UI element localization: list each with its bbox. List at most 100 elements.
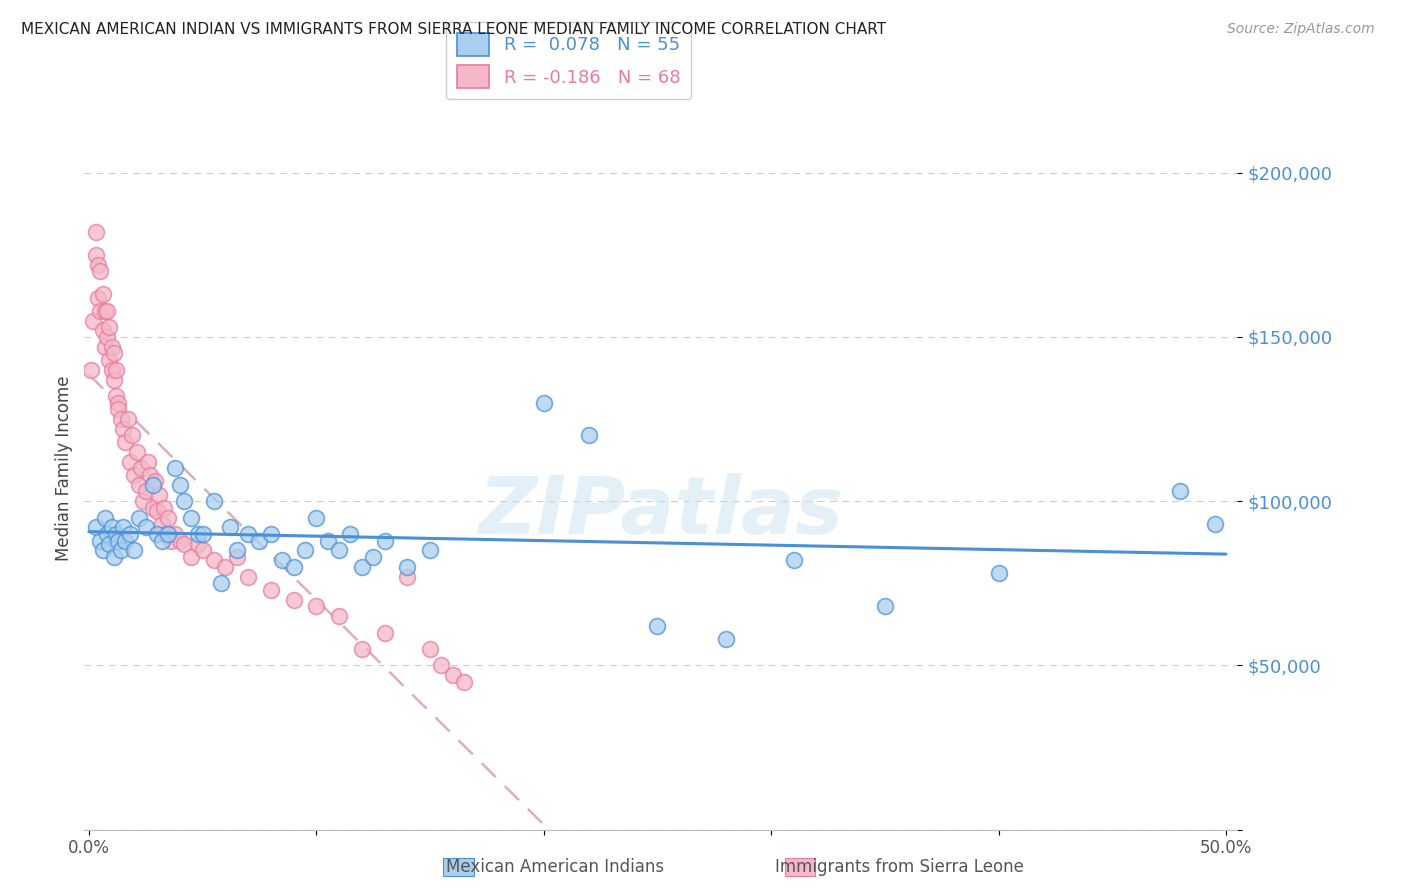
Legend: R =  0.078   N = 55, R = -0.186   N = 68: R = 0.078 N = 55, R = -0.186 N = 68: [446, 22, 692, 99]
Point: [110, 543, 132, 558]
Point: [87, 258, 110, 272]
Text: Source: ZipAtlas.com: Source: ZipAtlas.com: [1227, 22, 1375, 37]
Point: [128, 477, 150, 491]
Point: [103, 346, 125, 360]
Point: [128, 510, 150, 524]
Point: [647, 619, 669, 633]
Point: [187, 537, 209, 551]
Point: [219, 520, 242, 534]
Point: [419, 543, 441, 558]
Point: [187, 527, 209, 541]
Point: [361, 549, 384, 564]
Point: [105, 527, 128, 541]
Point: [91, 323, 114, 337]
Point: [165, 527, 187, 541]
Point: [84, 248, 107, 262]
Point: [157, 510, 180, 524]
Point: [214, 559, 236, 574]
Point: [94, 510, 117, 524]
Point: [396, 570, 419, 584]
Point: [105, 363, 128, 377]
Point: [117, 412, 139, 426]
Point: [125, 445, 148, 459]
Point: [118, 527, 141, 541]
Point: [173, 494, 195, 508]
Point: [441, 668, 464, 682]
Point: [165, 461, 187, 475]
Point: [419, 642, 441, 657]
Point: [159, 533, 181, 548]
Point: [249, 533, 271, 548]
Point: [124, 467, 146, 482]
Point: [396, 559, 419, 574]
Point: [100, 340, 122, 354]
Point: [373, 625, 395, 640]
Point: [873, 599, 896, 614]
Point: [146, 527, 169, 541]
Point: [283, 592, 305, 607]
Point: [105, 389, 128, 403]
Point: [96, 303, 118, 318]
Point: [283, 559, 305, 574]
Point: [236, 570, 259, 584]
Point: [98, 353, 121, 368]
Point: [103, 373, 125, 387]
Point: [260, 582, 283, 597]
Point: [135, 520, 157, 534]
Point: [84, 225, 107, 239]
Point: [89, 533, 111, 548]
Point: [142, 500, 165, 515]
Point: [191, 527, 214, 541]
Point: [96, 330, 118, 344]
Point: [305, 599, 328, 614]
Point: [139, 467, 162, 482]
Point: [169, 477, 191, 491]
Point: [202, 494, 225, 508]
Point: [150, 533, 173, 548]
Point: [132, 494, 155, 508]
Point: [142, 477, 165, 491]
Point: [100, 520, 122, 534]
Point: [87, 291, 110, 305]
Point: [169, 533, 191, 548]
Point: [89, 264, 111, 278]
Point: [96, 527, 118, 541]
Point: [91, 543, 114, 558]
Point: [783, 553, 806, 567]
Point: [1204, 517, 1226, 532]
Point: [236, 527, 259, 541]
Point: [111, 520, 134, 534]
Point: [271, 553, 294, 567]
Point: [114, 435, 136, 450]
Point: [129, 461, 152, 475]
Point: [430, 658, 453, 673]
Point: [124, 543, 146, 558]
Point: [350, 559, 373, 574]
Point: [328, 543, 350, 558]
Point: [107, 533, 129, 548]
Point: [111, 422, 134, 436]
Point: [339, 527, 361, 541]
Point: [1170, 484, 1192, 499]
Point: [118, 455, 141, 469]
Point: [107, 395, 129, 409]
Point: [714, 632, 737, 646]
Text: Immigrants from Sierra Leone: Immigrants from Sierra Leone: [775, 858, 1025, 876]
Point: [121, 428, 143, 442]
Point: [80, 363, 103, 377]
Point: [107, 402, 129, 417]
Point: [305, 510, 328, 524]
Point: [209, 576, 232, 591]
Point: [136, 455, 159, 469]
Point: [350, 642, 373, 657]
Point: [157, 527, 180, 541]
Point: [173, 537, 195, 551]
Point: [180, 510, 202, 524]
Text: Mexican American Indians: Mexican American Indians: [446, 858, 665, 876]
Point: [155, 527, 177, 541]
Point: [114, 533, 136, 548]
Point: [143, 475, 166, 489]
Point: [294, 543, 316, 558]
Point: [202, 553, 225, 567]
Point: [316, 533, 339, 548]
